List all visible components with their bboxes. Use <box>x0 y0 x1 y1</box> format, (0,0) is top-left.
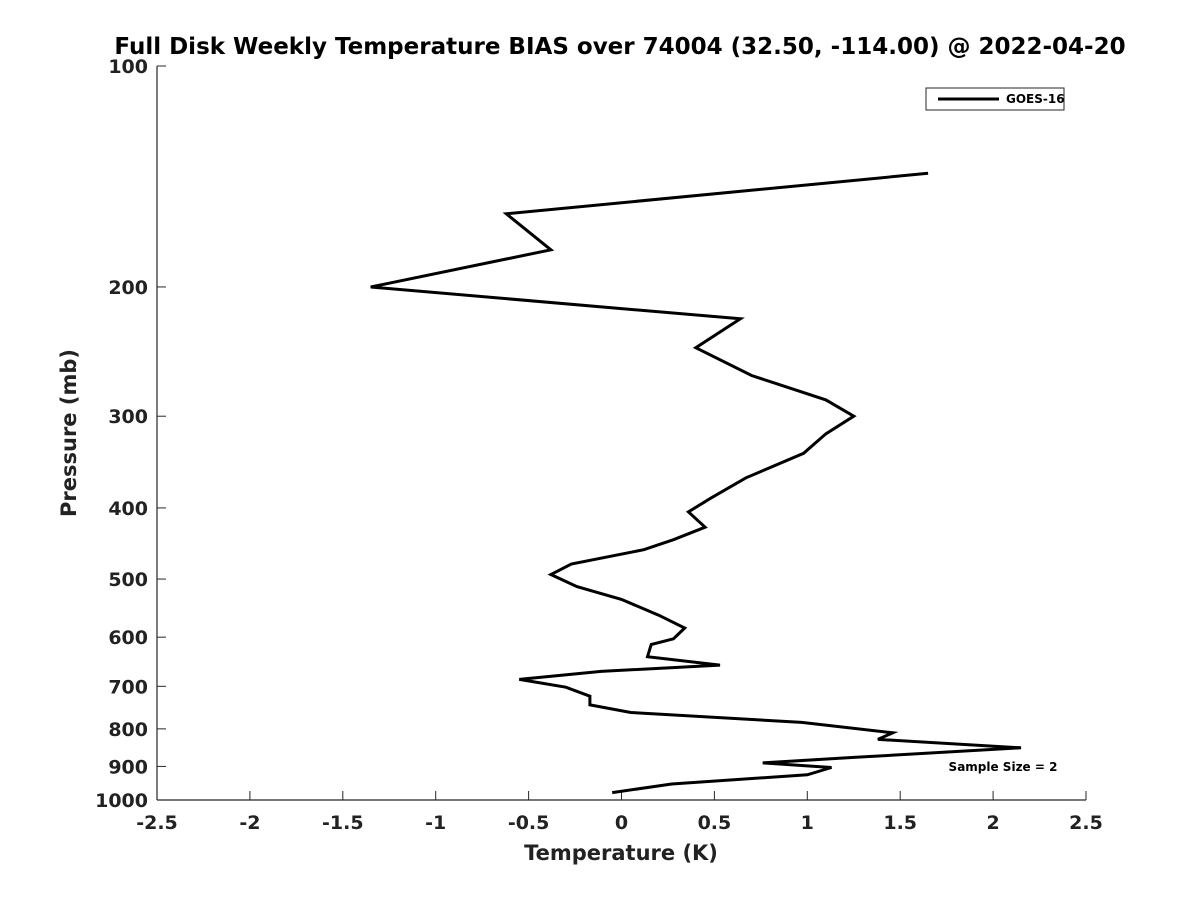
y-tick-label: 100 <box>108 56 148 78</box>
x-tick-label: 1.5 <box>883 812 917 834</box>
plot-lines <box>370 171 1022 795</box>
x-tick-label: 0.5 <box>698 812 732 834</box>
y-axis-label: Pressure (mb) <box>57 349 81 517</box>
x-tick-label: 0 <box>615 812 628 834</box>
y-tick-label: 600 <box>108 627 148 649</box>
series-line-goes-16 <box>370 171 1022 795</box>
y-tick-label: 400 <box>108 498 148 520</box>
x-tick-label: 2.5 <box>1069 812 1103 834</box>
x-tick-label: -2.5 <box>136 812 178 834</box>
legend-entry: GOES-16 <box>1006 92 1065 106</box>
legend: GOES-16 <box>925 87 1065 111</box>
y-tick-label: 300 <box>108 406 148 428</box>
x-tick-label: -2 <box>239 812 260 834</box>
x-tick-label: 1 <box>801 812 814 834</box>
x-tick-label: 2 <box>986 812 999 834</box>
y-tick-label: 200 <box>108 277 148 299</box>
y-tick-label: 1000 <box>95 790 148 812</box>
chart-title: Full Disk Weekly Temperature BIAS over 7… <box>114 34 1125 60</box>
y-tick-label: 900 <box>108 756 148 778</box>
y-ticks: 100 200 300 400 500 600 700 800 900 1000 <box>95 56 166 812</box>
x-ticks: -2.5 -2 -1.5 -1 -0.5 0 0.5 1 1.5 2 2.5 <box>136 791 1103 834</box>
x-tick-label: -1 <box>425 812 446 834</box>
sample-size-annotation: Sample Size = 2 <box>949 760 1058 774</box>
y-tick-label: 700 <box>108 676 148 698</box>
x-axis-label: Temperature (K) <box>524 841 718 865</box>
x-tick-label: -1.5 <box>322 812 364 834</box>
y-tick-label: 500 <box>108 569 148 591</box>
y-tick-label: 800 <box>108 719 148 741</box>
x-tick-label: -0.5 <box>508 812 550 834</box>
